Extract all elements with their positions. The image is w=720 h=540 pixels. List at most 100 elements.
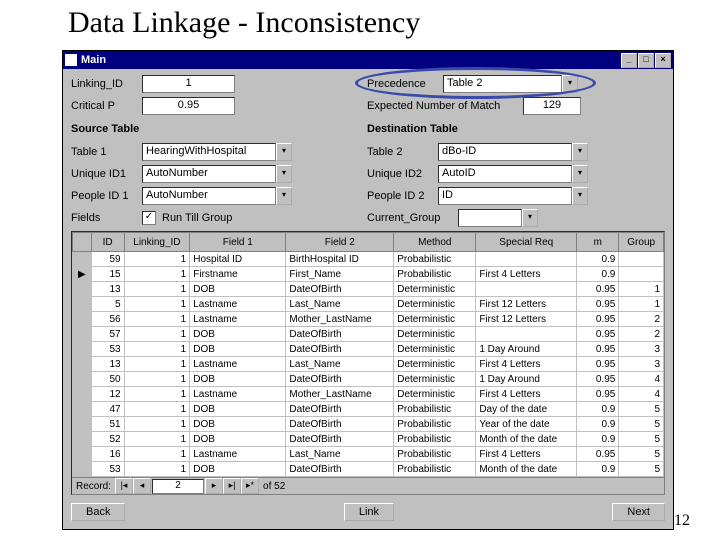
nav-last-button[interactable]: ▸|: [223, 478, 241, 494]
grid-cell[interactable]: 12: [91, 387, 124, 402]
grid-cell[interactable]: Last_Name: [286, 297, 394, 312]
grid-cell[interactable]: DateOfBirth: [286, 417, 394, 432]
chevron-down-icon[interactable]: ▾: [572, 165, 588, 183]
grid-cell[interactable]: First 12 Letters: [476, 312, 577, 327]
grid-cell[interactable]: 0.95: [577, 447, 619, 462]
grid-cell[interactable]: First_Name: [286, 267, 394, 282]
grid-cell[interactable]: BirthHospital ID: [286, 252, 394, 267]
grid-cell[interactable]: 16: [91, 447, 124, 462]
link-button[interactable]: Link: [344, 503, 394, 521]
record-number-field[interactable]: 2: [152, 479, 204, 494]
grid-cell[interactable]: 1: [124, 357, 190, 372]
grid-cell[interactable]: 0.95: [577, 342, 619, 357]
linking-id-field[interactable]: 1: [142, 75, 235, 93]
grid-cell[interactable]: 1 Day Around: [476, 342, 577, 357]
grid-cell[interactable]: Lastname: [190, 297, 286, 312]
table-row[interactable]: 121LastnameMother_LastNameDeterministicF…: [73, 387, 664, 402]
row-header[interactable]: [73, 462, 92, 477]
grid-cell[interactable]: Hospital ID: [190, 252, 286, 267]
grid-cell[interactable]: 1: [124, 417, 190, 432]
uniqueid2-combo[interactable]: AutoID ▾: [438, 165, 588, 183]
grid-cell[interactable]: Mother_LastName: [286, 312, 394, 327]
maximize-button[interactable]: □: [638, 53, 654, 68]
grid-cell[interactable]: 1: [619, 297, 664, 312]
grid-cell[interactable]: Lastname: [190, 447, 286, 462]
expected-match-field[interactable]: 129: [523, 97, 581, 115]
grid-cell[interactable]: 0.95: [577, 357, 619, 372]
row-header[interactable]: [73, 372, 92, 387]
nav-next-button[interactable]: ▸: [205, 478, 223, 494]
grid-cell[interactable]: Month of the date: [476, 462, 577, 477]
grid-cell[interactable]: DateOfBirth: [286, 402, 394, 417]
grid-cell[interactable]: DOB: [190, 462, 286, 477]
grid-cell[interactable]: 53: [91, 462, 124, 477]
grid-cell[interactable]: First 4 Letters: [476, 447, 577, 462]
chevron-down-icon[interactable]: ▾: [572, 143, 588, 161]
grid-cell[interactable]: Mother_LastName: [286, 387, 394, 402]
grid-header[interactable]: Field 1: [190, 233, 286, 252]
grid-cell[interactable]: 15: [91, 267, 124, 282]
grid-cell[interactable]: DateOfBirth: [286, 462, 394, 477]
grid-cell[interactable]: 0.95: [577, 312, 619, 327]
grid-cell[interactable]: Probabilistic: [394, 402, 476, 417]
grid-cell[interactable]: Deterministic: [394, 342, 476, 357]
grid-cell[interactable]: 4: [619, 387, 664, 402]
grid-cell[interactable]: 59: [91, 252, 124, 267]
row-header[interactable]: [73, 447, 92, 462]
grid-cell[interactable]: DOB: [190, 432, 286, 447]
peopleid1-combo[interactable]: AutoNumber ▾: [142, 187, 292, 205]
grid-cell[interactable]: Probabilistic: [394, 462, 476, 477]
grid-cell[interactable]: Deterministic: [394, 282, 476, 297]
row-header[interactable]: [73, 432, 92, 447]
grid-cell[interactable]: Lastname: [190, 357, 286, 372]
grid-cell[interactable]: 4: [619, 372, 664, 387]
grid-cell[interactable]: 1: [124, 372, 190, 387]
critical-p-field[interactable]: 0.95: [142, 97, 235, 115]
grid-cell[interactable]: DateOfBirth: [286, 327, 394, 342]
table-row[interactable]: 161LastnameLast_NameProbabilisticFirst 4…: [73, 447, 664, 462]
grid-cell[interactable]: [476, 327, 577, 342]
grid-cell[interactable]: 1: [124, 297, 190, 312]
row-header[interactable]: [73, 357, 92, 372]
grid-cell[interactable]: Last_Name: [286, 447, 394, 462]
table-row[interactable]: 571DOBDateOfBirthDeterministic0.952: [73, 327, 664, 342]
table2-combo[interactable]: dBo-ID ▾: [438, 143, 588, 161]
grid-cell[interactable]: Probabilistic: [394, 432, 476, 447]
row-header[interactable]: [73, 297, 92, 312]
grid-cell[interactable]: Deterministic: [394, 327, 476, 342]
grid-cell[interactable]: Deterministic: [394, 387, 476, 402]
row-header[interactable]: [73, 282, 92, 297]
grid-cell[interactable]: DOB: [190, 342, 286, 357]
grid-header[interactable]: Field 2: [286, 233, 394, 252]
table-row[interactable]: 511DOBDateOfBirthProbabilisticYear of th…: [73, 417, 664, 432]
grid-cell[interactable]: Month of the date: [476, 432, 577, 447]
nav-prev-button[interactable]: ◂: [133, 478, 151, 494]
table-row[interactable]: 531DOBDateOfBirthDeterministic1 Day Arou…: [73, 342, 664, 357]
grid-cell[interactable]: 50: [91, 372, 124, 387]
grid-cell[interactable]: 1: [124, 342, 190, 357]
grid-cell[interactable]: 1: [124, 447, 190, 462]
grid-cell[interactable]: 1: [124, 252, 190, 267]
grid-cell[interactable]: 5: [619, 462, 664, 477]
uniqueid1-combo[interactable]: AutoNumber ▾: [142, 165, 292, 183]
grid-cell[interactable]: 5: [619, 447, 664, 462]
grid-cell[interactable]: DOB: [190, 417, 286, 432]
table-row[interactable]: 591Hospital IDBirthHospital IDProbabilis…: [73, 252, 664, 267]
grid-cell[interactable]: 1: [124, 402, 190, 417]
grid-cell[interactable]: 0.9: [577, 402, 619, 417]
table1-combo[interactable]: HearingWithHospital ▾: [142, 143, 292, 161]
grid-cell[interactable]: DateOfBirth: [286, 372, 394, 387]
grid-cell[interactable]: Deterministic: [394, 372, 476, 387]
grid-cell[interactable]: 47: [91, 402, 124, 417]
grid-cell[interactable]: Deterministic: [394, 357, 476, 372]
grid-cell[interactable]: 0.9: [577, 417, 619, 432]
grid-cell[interactable]: 1: [124, 267, 190, 282]
grid-cell[interactable]: 0.95: [577, 297, 619, 312]
grid-cell[interactable]: 56: [91, 312, 124, 327]
row-header[interactable]: [73, 312, 92, 327]
grid-cell[interactable]: DOB: [190, 402, 286, 417]
row-header[interactable]: [73, 387, 92, 402]
grid-cell[interactable]: First 4 Letters: [476, 267, 577, 282]
grid-cell[interactable]: Firstname: [190, 267, 286, 282]
table-row[interactable]: 131DOBDateOfBirthDeterministic0.951: [73, 282, 664, 297]
